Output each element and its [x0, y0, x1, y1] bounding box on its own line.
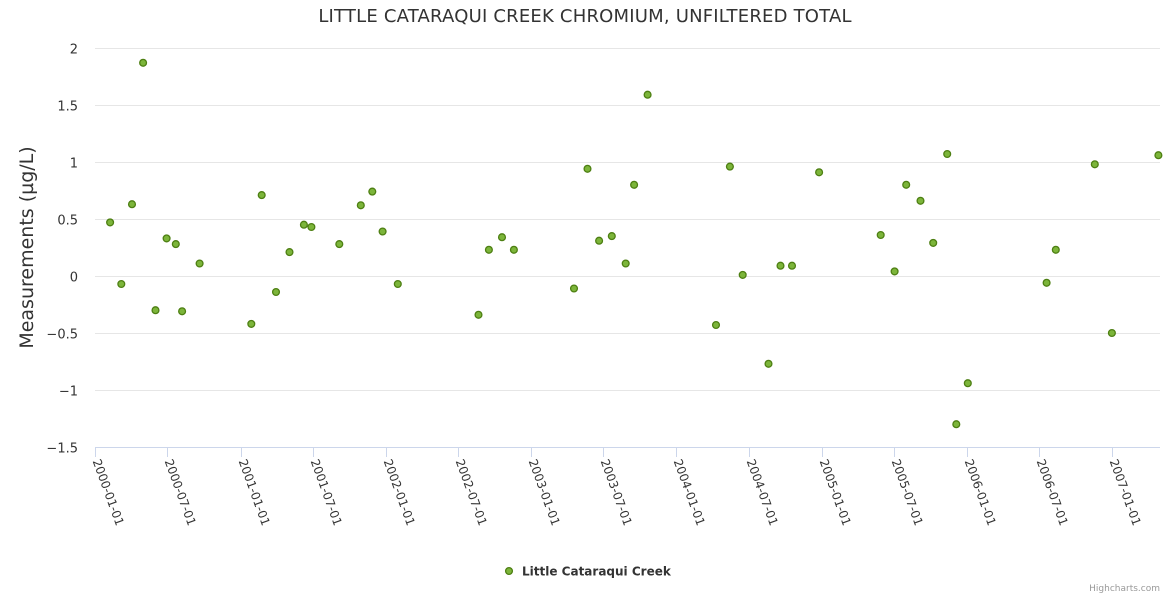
data-point[interactable]	[929, 238, 938, 247]
data-point[interactable]	[356, 201, 365, 210]
x-tick-label: 2007-01-01	[1107, 457, 1144, 527]
data-point[interactable]	[1051, 245, 1060, 254]
data-point[interactable]	[299, 220, 308, 229]
data-point[interactable]	[607, 232, 616, 241]
data-point[interactable]	[621, 259, 630, 268]
x-tick-label: 2005-07-01	[889, 457, 926, 527]
x-tick-label: 2003-07-01	[598, 457, 635, 527]
data-points[interactable]	[106, 58, 1163, 429]
data-point[interactable]	[139, 58, 148, 67]
data-point[interactable]	[509, 245, 518, 254]
data-point[interactable]	[643, 90, 652, 99]
data-point[interactable]	[583, 164, 592, 173]
x-tick-label: 2002-01-01	[381, 457, 418, 527]
x-tick-label: 2006-07-01	[1034, 457, 1071, 527]
data-point[interactable]	[902, 180, 911, 189]
x-tick-label: 2005-01-01	[817, 457, 854, 527]
legend[interactable]: Little Cataraqui Creek	[504, 565, 672, 579]
legend-item-label[interactable]: Little Cataraqui Creek	[522, 565, 672, 579]
data-point[interactable]	[952, 420, 961, 429]
data-point[interactable]	[285, 248, 294, 257]
x-tick-label: 2006-01-01	[962, 457, 999, 527]
chart-title: LITTLE CATARAQUI CREEK CHROMIUM, UNFILTE…	[318, 6, 852, 27]
data-point[interactable]	[1154, 151, 1163, 160]
x-tick-label: 2000-07-01	[162, 457, 199, 527]
x-tick-label: 2003-01-01	[526, 457, 563, 527]
y-tick-label: −1	[59, 385, 78, 400]
data-point[interactable]	[474, 310, 483, 319]
y-tick-label: 2	[70, 43, 78, 58]
y-tick-label: 0.5	[57, 214, 78, 229]
data-point[interactable]	[916, 196, 925, 205]
data-point[interactable]	[776, 261, 785, 270]
data-point[interactable]	[764, 359, 773, 368]
data-point[interactable]	[162, 234, 171, 243]
data-point[interactable]	[271, 287, 281, 297]
data-point[interactable]	[106, 218, 115, 227]
legend-marker[interactable]	[504, 566, 514, 576]
data-point[interactable]	[247, 319, 256, 328]
y-tick-label: 0	[70, 271, 78, 286]
data-point[interactable]	[393, 279, 402, 289]
axes: −1.5 −1 −0.5 0 0.5 1 1.5 2 2000-01-01 2000-07-01 2…	[16, 43, 1160, 528]
data-point[interactable]	[171, 240, 180, 249]
data-point[interactable]	[378, 227, 387, 236]
data-point[interactable]	[497, 233, 507, 242]
data-point[interactable]	[1042, 278, 1051, 287]
y-tick-label: −1.5	[46, 442, 78, 457]
data-point[interactable]	[1107, 328, 1116, 338]
x-tick-label: 2001-07-01	[308, 457, 345, 527]
data-point[interactable]	[943, 149, 952, 159]
data-point[interactable]	[368, 187, 377, 196]
y-tick-label: 1.5	[57, 100, 78, 115]
x-tick-label: 2004-01-01	[671, 457, 708, 527]
data-point[interactable]	[711, 320, 721, 330]
data-point[interactable]	[335, 240, 344, 249]
data-point[interactable]	[630, 180, 639, 189]
data-point[interactable]	[151, 306, 160, 315]
x-tick-label: 2004-07-01	[744, 457, 781, 527]
data-point[interactable]	[178, 307, 187, 316]
x-tick-label: 2002-07-01	[453, 457, 490, 527]
y-tick-label: −0.5	[46, 328, 78, 343]
data-point[interactable]	[1090, 160, 1099, 169]
data-point[interactable]	[963, 379, 972, 388]
data-point[interactable]	[738, 270, 747, 279]
x-tick-label: 2000-01-01	[90, 457, 127, 527]
y-axis-title: Measurements (µg/L)	[16, 146, 38, 348]
data-point[interactable]	[569, 284, 579, 293]
data-point[interactable]	[117, 279, 126, 289]
x-tick-label: 2001-01-01	[236, 457, 273, 527]
data-point[interactable]	[876, 230, 885, 240]
data-point[interactable]	[890, 267, 899, 276]
data-point[interactable]	[484, 245, 493, 254]
grid-lines	[95, 48, 1160, 448]
y-tick-label: 1	[70, 157, 78, 172]
data-point[interactable]	[127, 200, 137, 209]
data-point[interactable]	[195, 259, 204, 268]
data-point[interactable]	[815, 168, 824, 177]
data-point[interactable]	[595, 236, 604, 245]
credits-link[interactable]: Highcharts.com	[1089, 584, 1160, 594]
data-point[interactable]	[257, 191, 266, 200]
data-point[interactable]	[307, 222, 316, 232]
data-point[interactable]	[787, 261, 797, 270]
data-point[interactable]	[725, 162, 734, 171]
